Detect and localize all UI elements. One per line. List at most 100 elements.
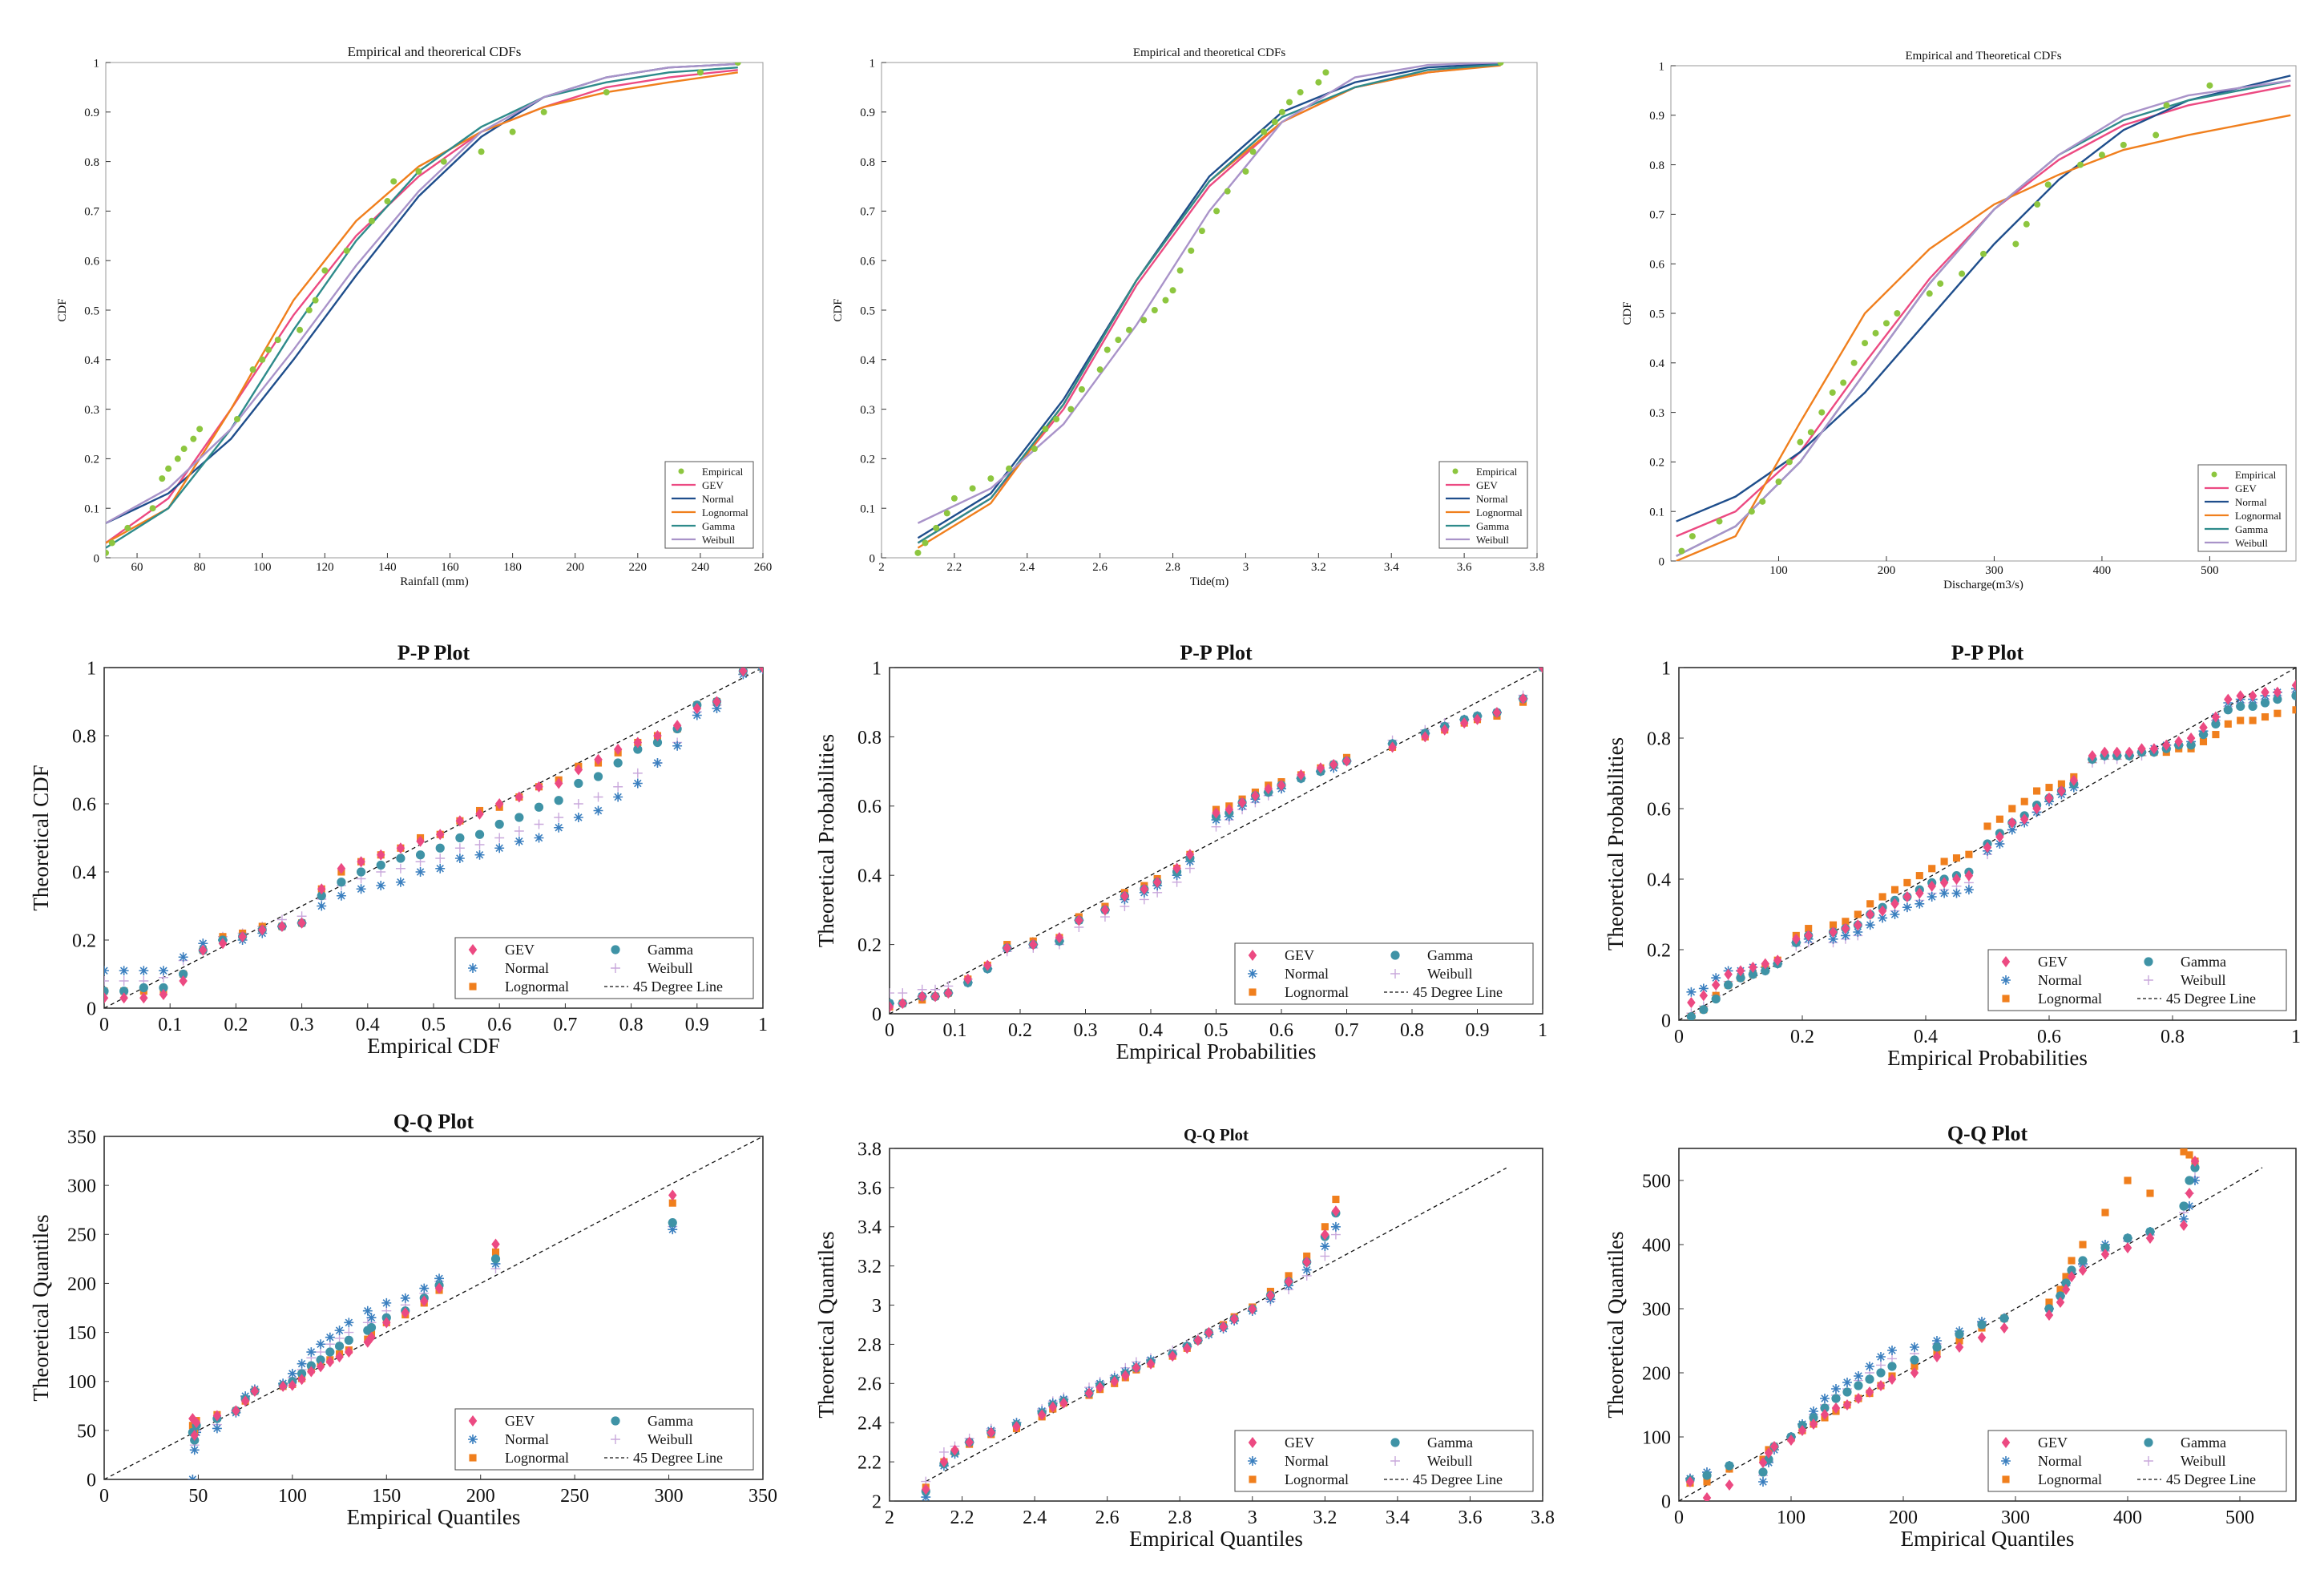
legend-label-weibull: Weibull: [1427, 966, 1473, 982]
legend-marker-gev: [468, 944, 478, 955]
point-gev: [278, 1380, 288, 1392]
point-gev: [2078, 1265, 2088, 1276]
point-gamma: [376, 860, 385, 870]
axes-frame: [1678, 667, 2297, 1021]
point-gev: [1952, 874, 1961, 885]
empirical-point: [2120, 141, 2127, 148]
point-gev: [1132, 1362, 1141, 1374]
empirical-point: [478, 148, 485, 155]
y-tick-label: 0.3: [84, 404, 99, 417]
y-tick-label: 0.2: [860, 454, 875, 466]
point-lognormal: [1842, 918, 1850, 926]
point-gev: [1075, 914, 1083, 926]
point-normal: [573, 813, 583, 822]
point-gamma: [1865, 1374, 1874, 1384]
point-gev: [416, 835, 425, 847]
empirical-point: [274, 337, 281, 344]
axes-frame: [105, 62, 764, 559]
y-tick-label: 0.8: [84, 156, 99, 169]
y-tick-label: 50: [77, 1421, 96, 1442]
y-tick-label: 2: [872, 1491, 882, 1512]
y-tick-label: 0.6: [860, 255, 875, 268]
point-gev: [1786, 1435, 1796, 1446]
x-tick-label: 140: [378, 561, 397, 574]
empirical-point: [159, 475, 166, 482]
point-gamma: [613, 758, 623, 768]
point-gev: [1939, 877, 1949, 889]
point-gev: [950, 1444, 959, 1456]
legend-marker-normal: [2001, 1456, 2011, 1466]
x-tick-label: 0.1: [943, 1020, 967, 1041]
point-gev: [594, 753, 603, 765]
x-tick-label: 400: [2093, 564, 2112, 577]
chart-pp_tide: P-P Plot 0 0.1 0.2 0.3 0.4 0.5 0.6 0.7 0.8 0.9 1 0 0.…: [814, 641, 1547, 1063]
point-lognormal: [2224, 720, 2232, 728]
x-tick-label: 300: [2001, 1507, 2030, 1528]
point-gamma: [356, 867, 366, 877]
point-gamma: [1854, 1381, 1863, 1390]
point-gev: [357, 856, 365, 868]
point-gev: [890, 1001, 894, 1013]
point-gev: [930, 991, 940, 1003]
point-gev: [2162, 739, 2171, 751]
point-gev: [1248, 1303, 1257, 1315]
point-gamma: [1809, 1413, 1818, 1422]
point-gev: [1724, 968, 1733, 980]
point-gev: [1927, 880, 1936, 892]
point-gamma: [2260, 698, 2270, 708]
chart-cdf_tide: Empirical and theoretical CDFs 2 2.2 2.4 2.6…: [832, 46, 1544, 588]
legend-label-normal: Normal: [505, 1431, 549, 1447]
series-line-normal: [106, 63, 738, 524]
x-tick-label: 3.2: [1313, 1507, 1337, 1528]
y-tick-label: 0.4: [72, 862, 96, 883]
chart-cdf_discharge: Empirical and Theoretical CDFs 100 200 300 4…: [1621, 50, 2297, 591]
y-tick-label: 0.4: [1647, 870, 1671, 890]
point-gev: [335, 1351, 344, 1363]
point-gev: [1854, 1393, 1863, 1404]
point-lognormal: [2292, 706, 2296, 714]
empirical-point: [1322, 69, 1329, 76]
x-tick-label: 60: [131, 561, 143, 574]
y-tick-label: 150: [67, 1323, 96, 1344]
reference-45-line: [925, 1167, 1507, 1483]
point-gamma: [415, 850, 426, 860]
x-tick-label: 3.4: [1386, 1507, 1410, 1528]
empirical-point: [950, 494, 958, 502]
empirical-point: [1242, 167, 1249, 175]
point-gev: [2179, 1220, 2189, 1231]
empirical-point: [196, 426, 204, 433]
point-gev: [1910, 1367, 1919, 1378]
empirical-point: [1315, 79, 1322, 86]
plot-area: [914, 63, 1504, 556]
point-gev: [1331, 1205, 1341, 1217]
point-lognormal: [2199, 737, 2208, 745]
point-gev: [1110, 1375, 1119, 1387]
y-axis-label: CDF: [1621, 301, 1634, 325]
point-gev: [1120, 890, 1129, 902]
point-gev: [1264, 783, 1273, 795]
x-tick-label: 3: [1243, 561, 1249, 574]
point-gev: [1172, 862, 1181, 874]
y-tick-label: 1: [1659, 60, 1665, 73]
legend-box: [1438, 461, 1528, 549]
legend-marker-lognormal: [2002, 1475, 2010, 1483]
legend-label-lognormal: Lognormal: [1285, 1471, 1349, 1487]
legend-label-gev: GEV: [702, 479, 724, 491]
legend-label-lognormal: Lognormal: [1285, 984, 1349, 1000]
x-axis-label: Empirical Probabilities: [1116, 1039, 1317, 1063]
point-gev: [139, 992, 148, 1004]
point-gev: [2019, 813, 2029, 825]
legend-marker-weibull: [1390, 1456, 1400, 1466]
point-gamma: [104, 987, 109, 996]
empirical-point: [914, 549, 922, 556]
y-tick-label: 0.5: [84, 305, 99, 317]
empirical-point: [1716, 518, 1723, 525]
point-normal: [1963, 885, 1974, 895]
legend-label-normal: Normal: [1285, 1453, 1329, 1469]
y-tick-label: 0.3: [1649, 407, 1664, 420]
x-tick-label: 150: [372, 1486, 401, 1507]
legend-label-gamma: Gamma: [1427, 947, 1473, 963]
y-tick-label: 300: [1642, 1299, 1671, 1320]
point-gev: [435, 829, 445, 841]
point-normal: [1330, 1221, 1341, 1232]
